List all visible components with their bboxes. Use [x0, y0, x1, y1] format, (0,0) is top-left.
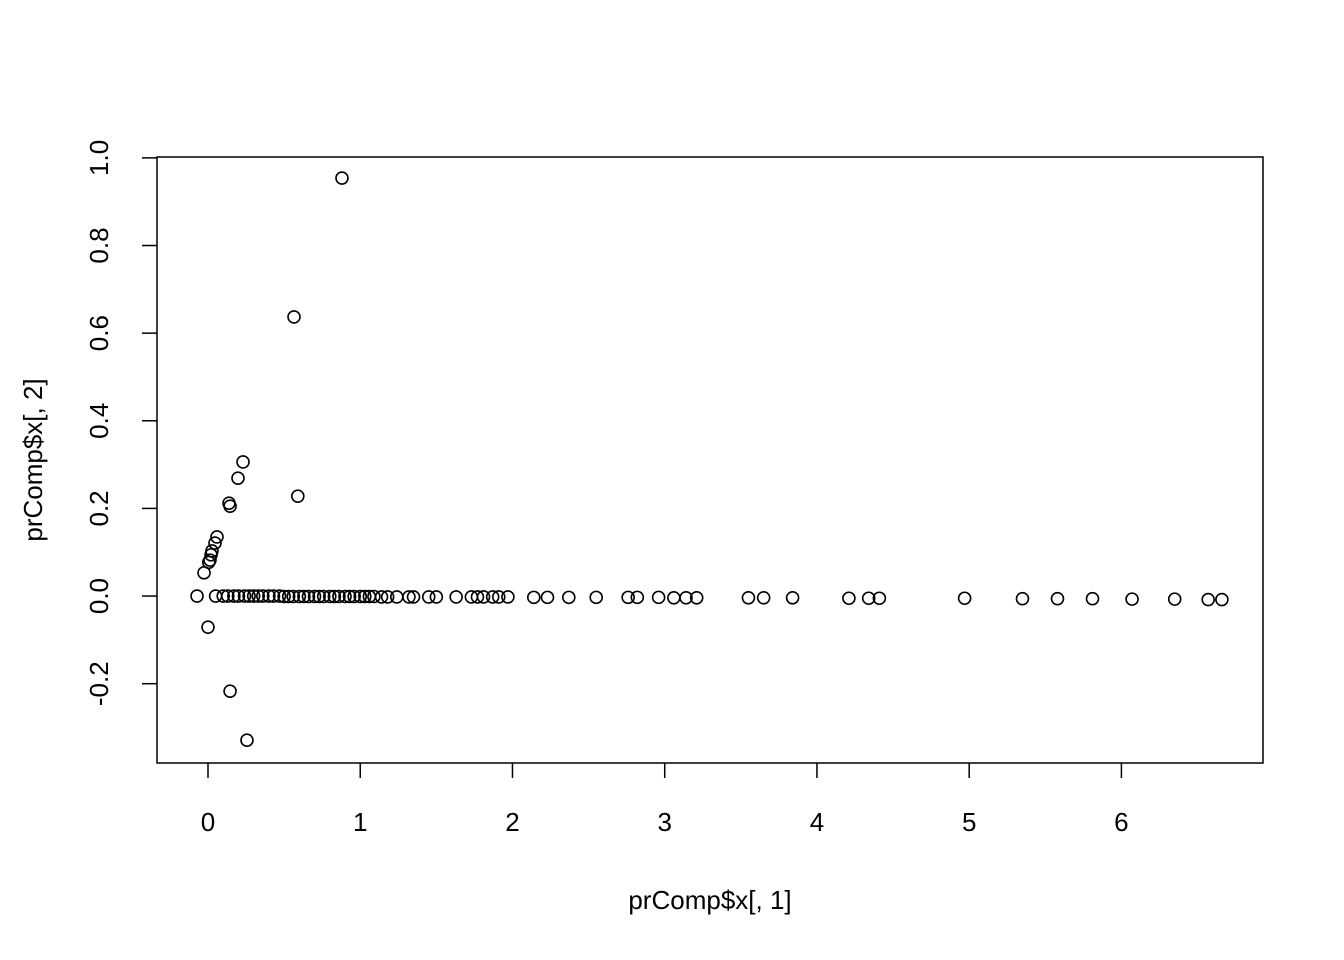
x-tick-label: 6 [1114, 807, 1128, 837]
point [292, 589, 307, 604]
point [402, 590, 416, 604]
point [327, 589, 342, 604]
point [470, 590, 485, 604]
point [491, 590, 506, 604]
point [689, 591, 704, 605]
point [406, 590, 421, 604]
point [526, 590, 541, 605]
point [485, 590, 500, 604]
point [1050, 591, 1065, 606]
y-tick-label: 1.0 [84, 140, 114, 176]
point [621, 590, 635, 605]
point [667, 591, 681, 605]
point [197, 566, 211, 580]
point [421, 590, 436, 604]
y-tick-label: 0.8 [84, 227, 114, 263]
x-tick-label: 3 [657, 807, 671, 837]
x-axis-label: prComp$x[, 1] [628, 885, 791, 915]
point [540, 590, 555, 605]
point [842, 591, 856, 606]
point [307, 589, 322, 604]
point [651, 590, 666, 605]
point [262, 589, 276, 603]
point [1125, 592, 1139, 606]
x-tick-label: 1 [353, 807, 367, 837]
point [872, 591, 887, 606]
point [210, 530, 224, 544]
point [201, 620, 215, 634]
point [338, 589, 352, 604]
y-tick-label: 0.2 [84, 490, 114, 526]
point [756, 591, 771, 605]
point [246, 589, 261, 603]
point [190, 589, 204, 603]
point [501, 590, 515, 604]
point [277, 589, 291, 604]
point [342, 589, 357, 604]
point [236, 455, 250, 469]
point [374, 590, 389, 604]
point [1085, 591, 1100, 606]
point [630, 590, 645, 605]
y-axis-label: prComp$x[, 2] [18, 378, 48, 541]
point [476, 590, 491, 604]
point [1215, 592, 1229, 607]
y-tick-label: 0.0 [84, 578, 114, 614]
point [429, 590, 444, 604]
x-tick-label: 4 [810, 807, 824, 837]
point [208, 536, 222, 550]
x-tick-label: 0 [201, 807, 215, 837]
point [347, 589, 361, 604]
point [367, 589, 381, 604]
point [297, 589, 311, 604]
y-tick-label: 0.6 [84, 315, 114, 351]
point [1201, 592, 1215, 607]
point [266, 589, 281, 603]
y-tick-label: 0.4 [84, 403, 114, 439]
point [242, 589, 256, 603]
point [785, 591, 800, 605]
point [389, 590, 404, 604]
point [679, 591, 693, 605]
point [237, 589, 252, 603]
point [204, 548, 218, 562]
point [240, 733, 254, 748]
point [291, 489, 305, 503]
point [256, 589, 270, 603]
point [335, 171, 349, 185]
plot-box [156, 156, 1264, 764]
point [316, 589, 331, 604]
point [251, 589, 266, 603]
point [231, 471, 245, 485]
point [287, 310, 301, 324]
point [358, 589, 372, 604]
y-tick-label: -0.2 [84, 661, 114, 706]
point [216, 589, 231, 603]
point [281, 589, 296, 604]
point [223, 499, 237, 514]
point [380, 590, 395, 604]
point [231, 589, 246, 603]
point [286, 589, 301, 604]
point [227, 589, 241, 603]
point [741, 591, 756, 605]
point [449, 590, 463, 604]
point [272, 589, 287, 603]
x-tick-label: 2 [505, 807, 519, 837]
x-tick-label: 5 [962, 807, 976, 837]
point [312, 589, 326, 604]
point [220, 589, 235, 603]
point [1167, 592, 1182, 606]
point [301, 589, 316, 604]
point [332, 589, 346, 604]
point [589, 590, 604, 605]
point [957, 591, 972, 606]
point [1015, 591, 1030, 606]
point [322, 589, 337, 604]
point [353, 589, 368, 604]
point [562, 590, 576, 605]
point [223, 684, 237, 698]
point [861, 591, 876, 606]
